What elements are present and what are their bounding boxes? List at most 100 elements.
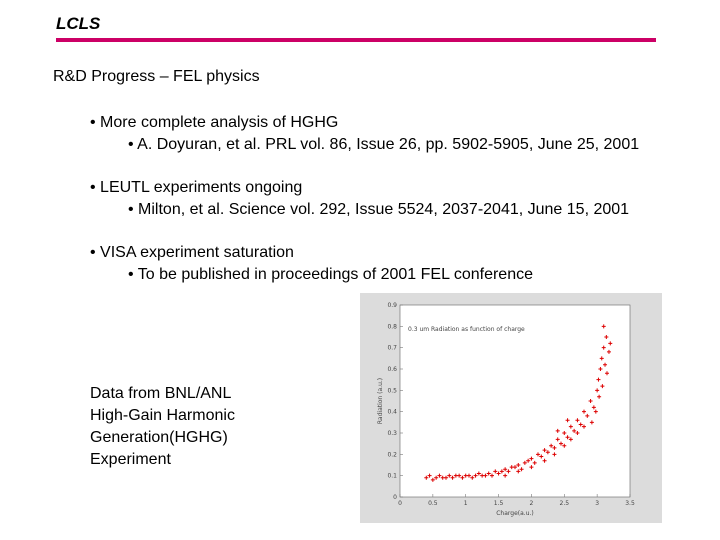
bullet-main: • VISA experiment saturation <box>90 244 294 261</box>
data-point <box>536 452 540 457</box>
bullet-item: • VISA experiment saturation • To be pub… <box>90 242 639 286</box>
data-point <box>598 367 603 371</box>
y-tick-label: 0.7 <box>387 345 397 352</box>
y-tick-label: 0.9 <box>387 302 397 309</box>
data-point <box>522 460 527 465</box>
data-point <box>493 469 498 474</box>
y-tick-label: 0.1 <box>387 473 397 480</box>
data-point <box>503 467 508 472</box>
data-point <box>599 356 604 361</box>
data-point <box>582 424 586 429</box>
data-point <box>539 454 544 459</box>
data-point <box>516 469 521 474</box>
data-point <box>562 431 567 435</box>
data-point <box>542 458 547 463</box>
bullet-sub: • Milton, et al. Science vol. 292, Issue… <box>128 201 630 218</box>
data-point <box>444 475 448 480</box>
data-point <box>496 471 501 476</box>
y-tick-label: 0 <box>393 494 397 501</box>
x-tick-label: 3 <box>595 500 599 507</box>
x-axis-label: Charge(a.u.) <box>496 510 534 517</box>
caption-line: Experiment <box>90 451 171 468</box>
bullet-main: • LEUTL experiments ongoing <box>90 179 303 196</box>
data-point <box>575 418 580 423</box>
data-point <box>467 473 471 478</box>
data-point <box>562 443 567 448</box>
caption-line: Generation(HGHG) <box>90 429 228 446</box>
x-tick-label: 2.5 <box>560 500 570 507</box>
data-point <box>552 445 557 450</box>
data-point <box>596 377 601 382</box>
y-tick-label: 0.5 <box>387 387 397 394</box>
bullet-sub: • A. Doyuran, et al. PRL vol. 86, Issue … <box>128 136 640 153</box>
data-point <box>565 418 570 423</box>
data-point <box>460 475 465 480</box>
data-point <box>552 452 557 457</box>
data-point <box>601 345 606 350</box>
data-point <box>506 469 511 474</box>
data-point <box>483 473 488 478</box>
data-point <box>555 428 560 433</box>
data-point <box>578 422 583 427</box>
x-tick-label: 2 <box>530 500 534 507</box>
data-point <box>529 456 534 461</box>
scatter-chart: 0.3 um Radiation as function of charge C… <box>377 302 635 517</box>
data-point <box>447 473 452 478</box>
scatter-figure: 0.3 um Radiation as function of charge C… <box>360 293 662 523</box>
data-point <box>604 335 609 339</box>
data-point <box>568 437 573 442</box>
y-tick-label: 0.6 <box>387 366 397 373</box>
data-point <box>575 431 580 435</box>
data-point <box>450 475 455 480</box>
data-point <box>424 475 429 480</box>
bullet-main: • More complete analysis of HGHG <box>90 114 339 131</box>
data-point <box>605 371 609 376</box>
data-point <box>503 473 508 478</box>
caption-line: High-Gain Harmonic <box>90 407 235 424</box>
data-point <box>437 473 442 478</box>
data-point <box>559 441 563 446</box>
figure-caption: Data from BNL/ANL High-Gain Harmonic Gen… <box>90 383 235 471</box>
data-point <box>542 448 547 453</box>
lcls-logo: LCLS <box>56 14 101 33</box>
y-axis-label: Radiation (a.u.) <box>377 378 384 424</box>
x-tick-label: 0.5 <box>428 500 438 507</box>
bullet-list: • More complete analysis of HGHG • A. Do… <box>90 112 639 307</box>
y-tick-label: 0.2 <box>387 451 397 458</box>
data-point <box>588 399 593 403</box>
data-point <box>568 424 573 429</box>
data-point <box>434 475 439 480</box>
chart-title: 0.3 um Radiation as function of charge <box>408 326 525 333</box>
data-point <box>430 477 435 482</box>
y-tick-label: 0.8 <box>387 323 397 330</box>
data-point <box>585 413 590 418</box>
data-point <box>532 460 537 465</box>
slide-heading: R&D Progress – FEL physics <box>53 68 260 85</box>
data-point <box>513 465 517 470</box>
data-point <box>476 471 481 476</box>
data-point <box>555 437 560 442</box>
x-tick-label: 1.5 <box>494 500 504 507</box>
data-point <box>589 420 594 425</box>
data-point <box>499 469 504 474</box>
data-point <box>606 349 611 354</box>
bullet-sub: • To be published in proceedings of 2001… <box>128 266 533 283</box>
data-point <box>608 341 613 346</box>
data-point <box>582 409 586 414</box>
data-point <box>595 388 600 393</box>
header-rule <box>56 38 656 42</box>
data-point <box>490 473 494 478</box>
data-point <box>593 409 598 414</box>
data-point <box>486 471 491 476</box>
x-tick-label: 1 <box>464 500 468 507</box>
data-point <box>516 463 521 467</box>
data-point <box>526 458 531 463</box>
data-point <box>601 324 606 329</box>
data-point <box>603 362 608 367</box>
data-point <box>473 473 478 478</box>
data-point <box>572 428 577 433</box>
data-point <box>470 475 475 480</box>
data-point <box>545 450 550 455</box>
data-point <box>529 465 534 470</box>
data-point <box>519 467 524 472</box>
